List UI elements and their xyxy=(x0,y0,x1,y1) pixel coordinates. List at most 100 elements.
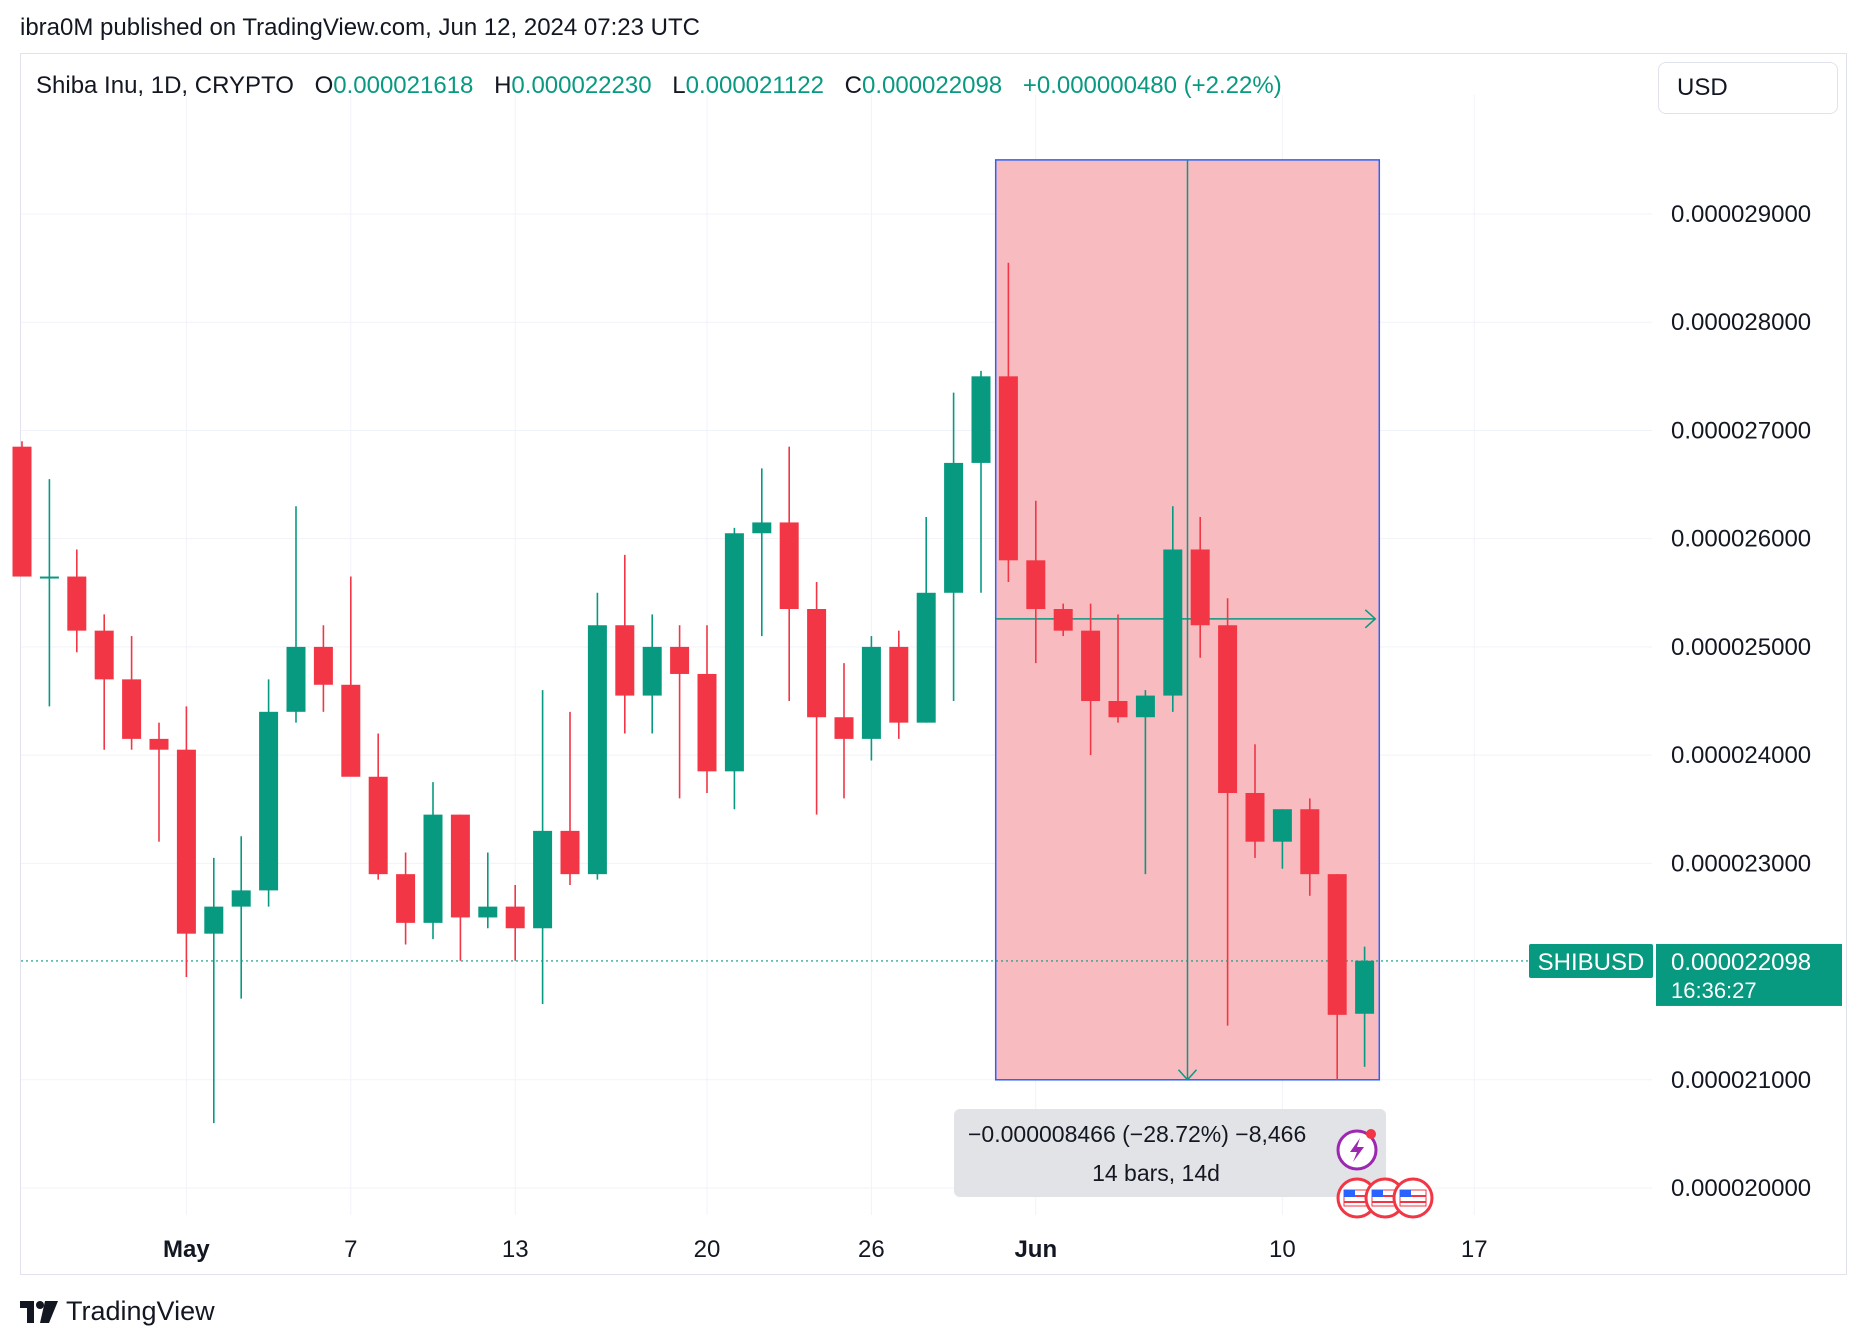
x-axis-tick-label: 7 xyxy=(344,1236,357,1263)
y-axis-tick-label: 0.000020000 xyxy=(1671,1175,1811,1202)
price-tag-countdown: 16:36:27 xyxy=(1671,978,1757,1003)
candle-body xyxy=(149,738,169,750)
candle-body xyxy=(313,646,333,685)
y-axis-tick-label: 0.000028000 xyxy=(1671,309,1811,336)
candle-body xyxy=(889,646,909,723)
low-label: L xyxy=(672,72,686,99)
tradingview-logo-icon xyxy=(20,1300,58,1323)
low-value: 0.000021122 xyxy=(685,72,824,99)
publish-line: ibra0M published on TradingView.com, Jun… xyxy=(20,14,700,41)
candle-body xyxy=(204,906,224,934)
candle-body xyxy=(94,630,114,680)
tradingview-logo[interactable]: TradingView xyxy=(20,1296,215,1327)
y-axis-tick-label: 0.000027000 xyxy=(1671,417,1811,444)
candle-body xyxy=(724,533,744,772)
x-axis-tick-label: May xyxy=(163,1236,210,1263)
candle-body xyxy=(259,711,279,891)
candle-body xyxy=(12,446,32,577)
chart-frame xyxy=(20,53,1847,1275)
candle-body xyxy=(1300,809,1320,875)
high-label: H xyxy=(494,72,512,99)
candle-body xyxy=(1108,701,1128,718)
x-axis-tick-label: 26 xyxy=(858,1236,885,1263)
candle-body xyxy=(1163,549,1183,696)
change-value: +0.000000480 (+2.22%) xyxy=(1022,72,1282,99)
candle-body xyxy=(1355,960,1375,1014)
candle-body xyxy=(752,522,772,534)
y-axis-tick-label: 0.000023000 xyxy=(1671,850,1811,877)
candle-body xyxy=(861,646,881,739)
candle-body xyxy=(834,717,854,739)
x-axis-tick-label: 13 xyxy=(502,1236,529,1263)
range-arrow-down-icon xyxy=(1177,1069,1198,1081)
y-axis-tick-label: 0.000026000 xyxy=(1671,526,1811,553)
measure-label-line1: −0.000008466 (−28.72%) −8,466 xyxy=(968,1121,1306,1147)
candle-body xyxy=(368,776,388,875)
candle-body xyxy=(286,646,306,712)
x-axis-tick-label: Jun xyxy=(1014,1236,1057,1263)
range-arrow-right-icon xyxy=(1364,609,1377,629)
candle-body xyxy=(122,679,142,739)
candle-body xyxy=(944,462,964,593)
flag-canton xyxy=(1372,1190,1383,1197)
price-tag xyxy=(1656,943,1842,1006)
candle-body xyxy=(807,609,827,718)
candle-body xyxy=(396,874,416,923)
candle-body xyxy=(1245,792,1265,842)
candle-body xyxy=(587,625,607,875)
candle-body xyxy=(341,684,361,777)
high-value: 0.000022230 xyxy=(511,72,652,99)
symbol-tag xyxy=(1529,943,1653,978)
notification-dot-icon xyxy=(1366,1129,1376,1139)
candle-body xyxy=(533,830,553,929)
candle-body xyxy=(1218,625,1238,793)
candle-body xyxy=(670,646,690,674)
candle-body xyxy=(971,376,991,463)
measure-label-line2: 14 bars, 14d xyxy=(1092,1160,1220,1186)
candle-body xyxy=(916,592,936,723)
candle-body xyxy=(615,625,635,696)
candle-body xyxy=(1272,809,1292,842)
candle-body xyxy=(1026,560,1046,610)
candle-body xyxy=(779,522,799,610)
flag-canton xyxy=(1344,1190,1355,1197)
currency-button[interactable]: USD xyxy=(1658,62,1838,114)
close-label: C xyxy=(844,72,862,99)
candle-body xyxy=(1081,630,1101,701)
flag-canton xyxy=(1400,1190,1411,1197)
x-axis-tick-label: 10 xyxy=(1269,1236,1296,1263)
y-axis-tick-label: 0.000024000 xyxy=(1671,742,1811,769)
symbol-tag-label: SHIBUSD xyxy=(1538,949,1645,976)
price-tag-value: 0.000022098 xyxy=(1671,949,1811,976)
candle-body xyxy=(39,576,59,579)
candle-body xyxy=(1053,609,1073,631)
candle-body xyxy=(67,576,87,631)
candle-body xyxy=(176,749,196,934)
candle-body xyxy=(231,890,251,907)
candle-body xyxy=(1327,874,1347,1015)
y-axis-tick-label: 0.000021000 xyxy=(1671,1067,1811,1094)
lightning-glyph-icon xyxy=(1350,1138,1364,1162)
candle-body xyxy=(1190,549,1210,626)
candle-body xyxy=(998,376,1018,561)
open-label: O xyxy=(314,72,334,99)
y-axis-tick-label: 0.000029000 xyxy=(1671,201,1811,228)
y-axis-tick-label: 0.000025000 xyxy=(1671,634,1811,661)
footer-brand: TradingView xyxy=(66,1296,215,1326)
candle-body xyxy=(478,906,498,918)
candle-body xyxy=(1135,695,1155,718)
open-value: 0.000021618 xyxy=(333,72,474,99)
candle-body xyxy=(642,646,662,696)
candle-body xyxy=(450,814,470,918)
x-axis-tick-label: 20 xyxy=(694,1236,721,1263)
close-value: 0.000022098 xyxy=(862,72,1003,99)
measure-label-box xyxy=(954,1109,1386,1197)
candle-body xyxy=(505,906,525,929)
candle-body xyxy=(423,814,443,923)
candle-body xyxy=(560,830,580,875)
candle-body xyxy=(697,673,717,772)
ohlc-legend: Shiba Inu, 1D, CRYPTO O0.000021618 H0.00… xyxy=(36,72,1282,100)
symbol-label[interactable]: Shiba Inu, 1D, CRYPTO xyxy=(36,72,294,99)
x-axis-tick-label: 17 xyxy=(1461,1236,1488,1263)
